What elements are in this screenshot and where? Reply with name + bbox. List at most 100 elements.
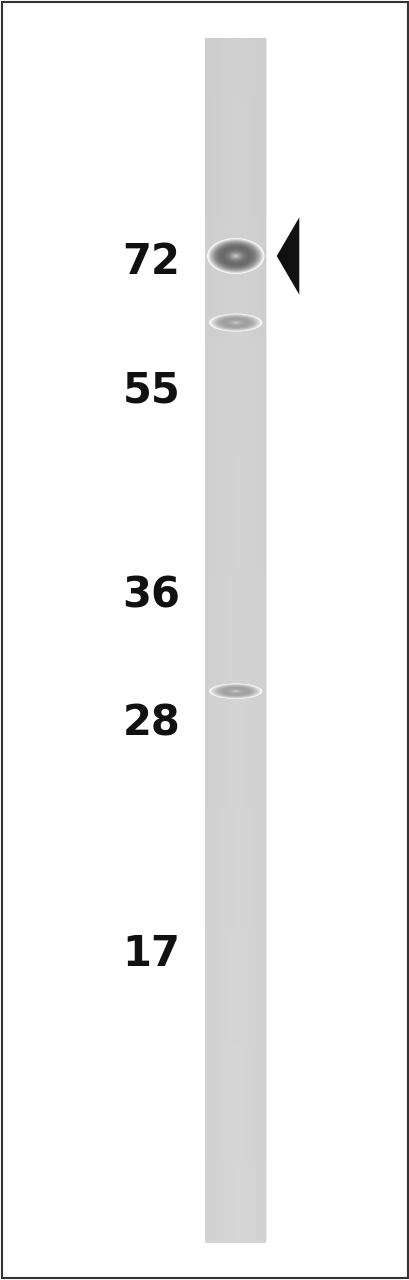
Ellipse shape [228,320,243,325]
Bar [204,646,266,653]
Bar [204,959,266,966]
Bar [204,460,266,466]
Bar [204,700,266,707]
Ellipse shape [215,316,256,329]
Ellipse shape [226,320,245,325]
Bar [215,38,218,1242]
Ellipse shape [218,686,252,696]
Ellipse shape [227,251,243,261]
Ellipse shape [227,320,243,325]
Ellipse shape [213,242,257,270]
Ellipse shape [225,689,246,694]
Bar [204,929,266,936]
Text: 72: 72 [122,242,180,283]
Bar [204,1193,266,1201]
Bar [204,707,266,713]
Ellipse shape [222,319,248,326]
Bar [221,38,224,1242]
Bar [204,1152,266,1158]
Bar [235,38,238,1242]
Bar [204,1037,266,1044]
Bar [204,273,266,280]
Ellipse shape [221,247,249,265]
Bar [204,1007,266,1014]
Bar [204,285,266,292]
Ellipse shape [217,686,253,696]
Ellipse shape [230,253,240,259]
Ellipse shape [227,251,244,261]
Ellipse shape [219,686,251,696]
Bar [204,453,266,461]
Bar [204,767,266,773]
Bar [204,81,266,87]
Bar [204,1097,266,1105]
Bar [204,827,266,833]
Bar [204,899,266,906]
Bar [204,634,266,641]
Ellipse shape [228,251,242,261]
Bar [204,489,266,497]
Ellipse shape [211,241,260,271]
Bar [204,50,266,58]
Bar [204,881,266,887]
Ellipse shape [231,253,239,259]
Ellipse shape [214,243,256,269]
Bar [204,934,266,942]
Bar [204,1121,266,1128]
Bar [204,568,266,575]
Bar [204,923,266,929]
Ellipse shape [222,248,248,264]
Bar [204,910,266,918]
Bar [204,1103,266,1110]
Bar [211,38,213,1242]
Bar [204,544,266,550]
Bar [204,308,266,316]
Ellipse shape [217,686,254,696]
Bar [204,38,266,45]
Ellipse shape [229,252,242,260]
Ellipse shape [215,686,255,696]
Bar [204,1043,266,1050]
Bar [204,905,266,911]
Bar [204,1128,266,1134]
Bar [247,38,250,1242]
Bar [204,573,266,581]
Bar [204,333,266,340]
Bar [204,760,266,767]
Bar [204,212,266,220]
Ellipse shape [222,247,249,265]
Ellipse shape [218,246,252,266]
Bar [204,399,266,406]
Text: 28: 28 [122,703,180,744]
Bar [204,68,266,76]
Bar [204,778,266,786]
Text: 36: 36 [122,575,180,616]
Bar [231,38,234,1242]
Bar [227,38,230,1242]
Ellipse shape [223,319,247,326]
Bar [204,814,266,822]
Bar [209,38,211,1242]
Bar [204,128,266,136]
Bar [204,736,266,744]
Bar [204,477,266,485]
Ellipse shape [231,253,240,259]
Bar [204,1068,266,1074]
Bar [204,874,266,882]
Ellipse shape [232,321,238,324]
Bar [204,965,266,972]
Ellipse shape [229,689,242,694]
Ellipse shape [210,684,261,699]
Bar [225,38,228,1242]
Bar [204,255,266,262]
Bar [204,429,266,436]
Bar [207,38,209,1242]
Ellipse shape [231,321,239,324]
Bar [204,1188,266,1194]
Bar [204,526,266,532]
Bar [204,712,266,719]
Ellipse shape [222,317,249,326]
Bar [204,609,266,617]
Bar [204,351,266,358]
Ellipse shape [231,321,240,324]
